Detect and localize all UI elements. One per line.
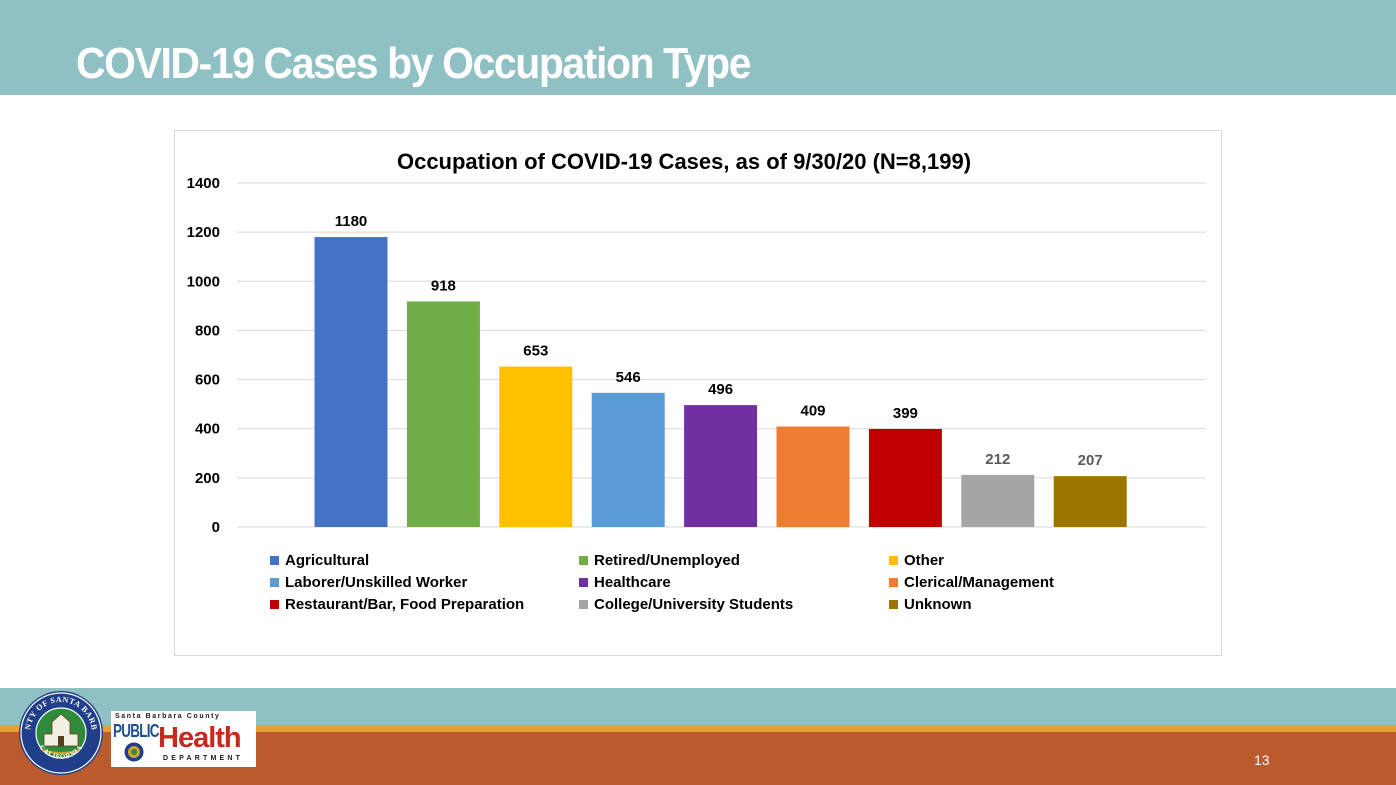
page-number: 13 <box>1254 752 1270 768</box>
footer-band-gold <box>0 725 1396 732</box>
y-tick-label: 0 <box>212 519 220 536</box>
legend-item: Clerical/Management <box>889 574 1054 591</box>
logo-health-text: Health <box>158 722 242 754</box>
bar-unknown <box>1053 476 1127 527</box>
legend-item: Agricultural <box>270 552 369 569</box>
y-tick-label: 1400 <box>187 175 220 192</box>
y-tick-label: 1000 <box>187 273 220 290</box>
logo-department-text: DEPARTMENT <box>163 755 244 762</box>
legend-label: College/University Students <box>594 596 794 613</box>
data-label: 918 <box>431 277 456 294</box>
slide-title: COVID-19 Cases by Occupation Type <box>76 39 751 88</box>
bar-clerical-management <box>776 426 850 527</box>
legend-item: Restaurant/Bar, Food Preparation <box>270 596 524 613</box>
legend-label: Restaurant/Bar, Food Preparation <box>285 596 525 613</box>
legend-item: Laborer/Unskilled Worker <box>270 574 467 591</box>
chart-frame: Occupation of COVID-19 Cases, as of 9/30… <box>174 130 1222 656</box>
bar-laborer-unskilled-worker <box>591 392 665 527</box>
legend-item: Retired/Unemployed <box>579 552 740 569</box>
data-label: 496 <box>708 381 733 398</box>
legend-label: Other <box>904 552 945 569</box>
chart-title: Occupation of COVID-19 Cases, as of 9/30… <box>397 149 971 174</box>
data-label: 207 <box>1078 452 1103 469</box>
bar-retired-unemployed <box>406 301 480 527</box>
legend-item: Healthcare <box>579 574 671 591</box>
legend-item: Unknown <box>889 596 972 613</box>
legend-swatch <box>889 556 898 565</box>
legend-swatch <box>270 578 279 587</box>
legend-swatch <box>579 600 588 609</box>
public-health-logo: Santa Barbara County PUBLIC Health DEPAR… <box>111 711 256 767</box>
bar-healthcare <box>684 405 758 527</box>
county-seal-logo: COUNTY OF SANTA BARBARA CALIFORNIA <box>18 690 103 775</box>
legend-swatch <box>889 600 898 609</box>
header-band <box>0 0 1396 95</box>
legend-label: Unknown <box>904 596 972 613</box>
legend-swatch <box>889 578 898 587</box>
bar-chart: Occupation of COVID-19 Cases, as of 9/30… <box>187 149 1206 536</box>
bar-college-university-students <box>961 474 1035 527</box>
y-tick-label: 400 <box>195 421 220 438</box>
legend-swatch <box>579 556 588 565</box>
legend-item: Other <box>889 552 944 569</box>
y-tick-label: 600 <box>195 372 220 389</box>
y-tick-label: 200 <box>195 470 220 487</box>
legend-label: Retired/Unemployed <box>594 552 740 569</box>
mini-seal-icon <box>124 742 144 762</box>
legend-swatch <box>579 578 588 587</box>
data-label: 653 <box>523 343 548 360</box>
y-tick-label: 800 <box>195 322 220 339</box>
data-label: 399 <box>893 405 918 422</box>
data-label: 546 <box>616 369 641 386</box>
data-label: 212 <box>985 451 1010 468</box>
data-label: 409 <box>800 403 825 420</box>
legend-item: College/University Students <box>579 596 793 613</box>
legend-label: Agricultural <box>285 552 370 569</box>
logo-public-text: PUBLIC <box>113 721 160 741</box>
legend-swatch <box>270 600 279 609</box>
legend-swatch <box>270 556 279 565</box>
legend-label: Laborer/Unskilled Worker <box>285 574 468 591</box>
legend-label: Healthcare <box>594 574 671 591</box>
bar-restaurant-bar-food-preparation <box>868 428 942 527</box>
y-tick-label: 1200 <box>187 224 220 241</box>
data-label: 1180 <box>335 213 368 230</box>
bar-agricultural <box>314 237 388 528</box>
bar-other <box>499 366 573 527</box>
logo-county-text: Santa Barbara County <box>115 713 221 720</box>
legend-label: Clerical/Management <box>904 574 1055 591</box>
